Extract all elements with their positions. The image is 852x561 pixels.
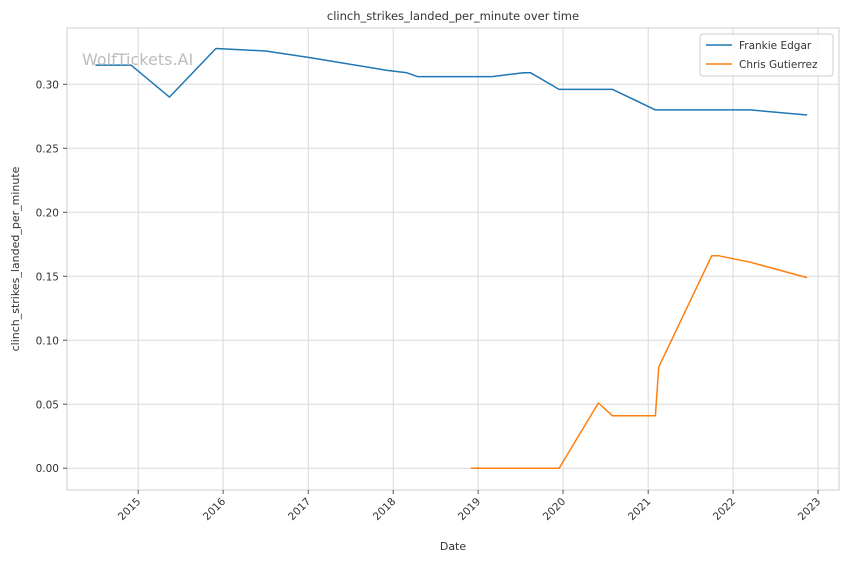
chart-title: clinch_strikes_landed_per_minute over ti…: [327, 9, 579, 23]
legend-box: [699, 33, 834, 77]
y-axis-ticks: 0.00 0.05 0.10 0.15 0.20 0.25 0.30: [36, 79, 67, 475]
x-tick-label: 2016: [201, 495, 229, 523]
x-axis-ticks: 2015 2016 2017 2018 2019 2020 2021 2022 2023: [116, 490, 823, 523]
y-tick-label: 0.05: [36, 399, 59, 411]
y-axis-label: clinch_strikes_landed_per_minute: [9, 166, 22, 351]
legend-label-frankie-edgar: Frankie Edgar: [739, 40, 812, 52]
x-axis-label: Date: [440, 540, 467, 553]
y-tick-label: 0.20: [36, 207, 59, 219]
watermark: WolfTickets.AI: [82, 50, 193, 69]
x-tick-label: 2019: [456, 496, 483, 523]
y-tick-label: 0.25: [36, 143, 59, 155]
grid: [67, 28, 839, 490]
x-tick-label: 2023: [796, 496, 823, 523]
x-tick-label: 2015: [116, 496, 143, 523]
x-tick-label: 2020: [541, 496, 568, 523]
legend-label-chris-gutierrez: Chris Gutierrez: [739, 59, 818, 71]
series-line-chris-gutierrez: [470, 255, 808, 469]
y-tick-label: 0.15: [36, 271, 59, 283]
y-tick-label: 0.30: [36, 79, 59, 91]
x-tick-label: 2021: [626, 496, 653, 523]
series-line-frankie-edgar: [95, 47, 808, 116]
plot-frame: [66, 27, 840, 491]
y-tick-label: 0.10: [36, 335, 59, 347]
x-tick-label: 2017: [286, 496, 313, 523]
y-tick-label: 0.00: [36, 463, 59, 475]
legend: Frankie Edgar Chris Gutierrez: [699, 33, 834, 77]
series-lines: [95, 47, 808, 469]
x-tick-label: 2018: [371, 496, 398, 523]
x-tick-label: 2022: [711, 496, 738, 523]
